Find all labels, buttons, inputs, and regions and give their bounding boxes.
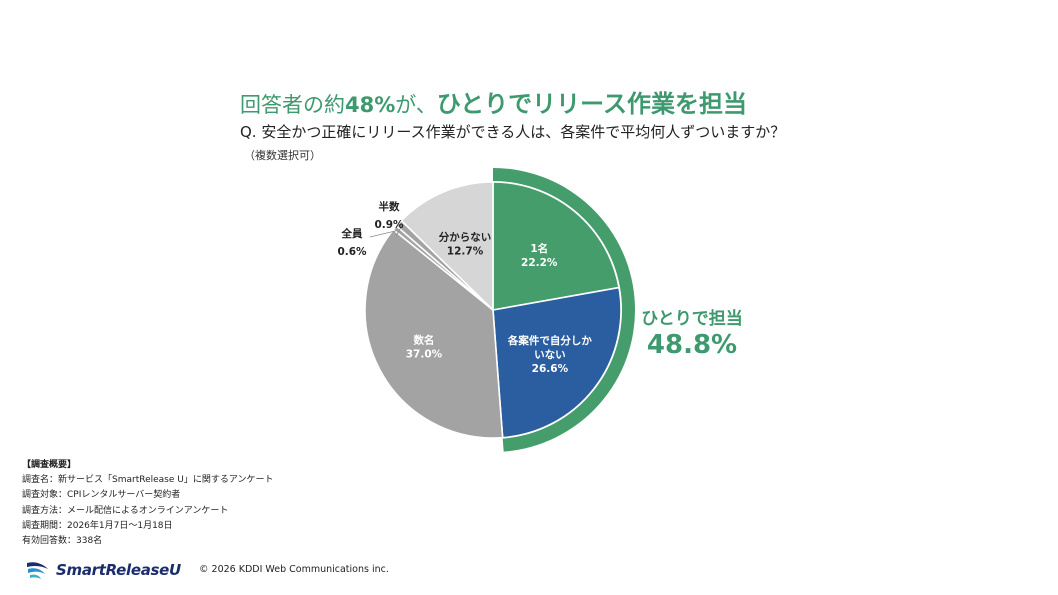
pie-slice — [492, 181, 620, 311]
slice-value: 12.7% — [447, 246, 484, 258]
slice-value: 37.0% — [406, 348, 443, 360]
slice-label: 全員 — [341, 227, 363, 240]
slice-label: 各案件で自分しか — [507, 334, 592, 347]
survey-summary-title: 【調査概要】 — [22, 460, 77, 470]
slice-label: いない — [534, 349, 566, 361]
pie-slice — [492, 286, 622, 439]
survey-line: 調査対象：CPIレンタルサーバー契約者 — [22, 490, 181, 501]
headline-prefix: 回答者の約 — [240, 93, 345, 117]
survey-line: 調査期間：2026年1月7日〜1月18日 — [22, 520, 173, 531]
slice-label: 1名 — [530, 242, 548, 255]
slice-label: 半数 — [379, 200, 400, 213]
multi-select-note: （複数選択可） — [244, 149, 321, 162]
copyright: © 2026 KDDI Web Communications inc. — [199, 564, 389, 575]
slice-label: 数名 — [412, 333, 434, 346]
leader-line — [395, 225, 403, 237]
highlight-label: ひとりで担当 — [641, 308, 743, 329]
smartrelease-logo-text: SmartReleaseU — [56, 561, 181, 579]
survey-line: 調査方法：メール配信によるオンラインアンケート — [22, 505, 229, 516]
slice-value: 0.6% — [337, 246, 367, 258]
highlight-value: 48.8% — [647, 330, 737, 360]
question-text: Q. 安全かつ正確にリリース作業ができる人は、各案件で平均何人ずついますか？ — [240, 123, 786, 141]
slice-value: 0.9% — [374, 219, 404, 231]
pie-slice — [364, 228, 504, 439]
slice-value: 26.6% — [532, 363, 569, 375]
headline-emphasis: ひとりでリリース作業を担当 — [436, 90, 747, 118]
smartrelease-logo: SmartReleaseU — [26, 556, 181, 584]
survey-summary: 【調査概要】 調査名：新サービス「SmartRelease U」に関するアンケー… — [22, 458, 273, 549]
slice-value: 22.2% — [521, 257, 558, 269]
leader-line — [369, 229, 399, 238]
survey-line: 調査名：新サービス「SmartRelease U」に関するアンケート — [22, 475, 274, 486]
slice-label: 分からない — [439, 231, 492, 244]
headline-percentage: 48% — [345, 93, 396, 117]
headline: 回答者の約48%が、ひとりでリリース作業を担当 — [240, 84, 747, 119]
smartrelease-logo-icon — [27, 562, 48, 579]
pie-slice — [400, 181, 494, 312]
headline-particle: が、 — [395, 93, 437, 117]
survey-line: 有効回答数：338名 — [22, 536, 103, 547]
